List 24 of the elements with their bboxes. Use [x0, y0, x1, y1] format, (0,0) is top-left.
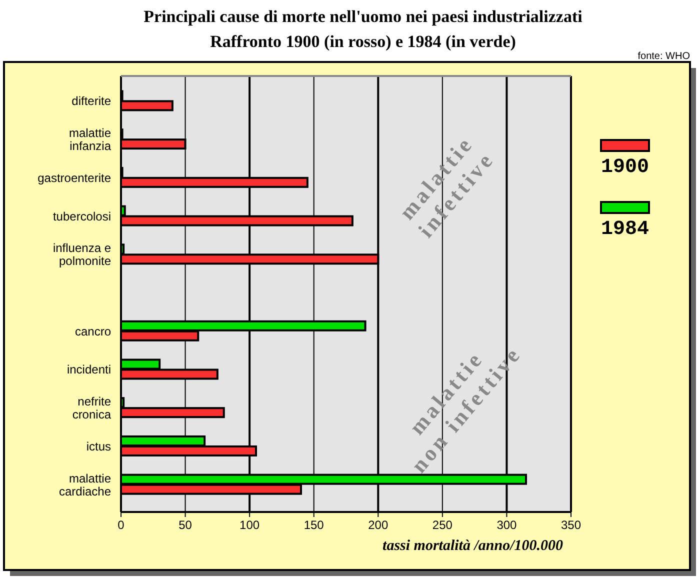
y-tick-label: gastroenterite — [38, 170, 112, 185]
x-tick-label: 0 — [118, 518, 125, 532]
x-tick-label: 250 — [432, 518, 453, 532]
x-axis-title: tassi mortalità /anno/100.000 — [382, 538, 564, 554]
y-tick-label: incidenti — [66, 362, 111, 377]
y-tick-label: malattie infanzia — [68, 126, 112, 154]
y-tick-label: tubercolosi — [52, 209, 111, 224]
y-tick-label: influenza e polmonite — [52, 241, 112, 268]
x-tick-label: 300 — [496, 518, 518, 532]
y-tick-label: malattie cardiache — [58, 471, 112, 498]
x-tick-label: 150 — [304, 518, 324, 532]
chart-title: Principali cause di morte nell'uomo nei paesi industrializzati — [144, 7, 583, 26]
x-tick-label: 350 — [560, 518, 582, 532]
y-tick-label: cancro — [74, 324, 112, 338]
x-tick-label: 200 — [368, 518, 388, 532]
y-tick-label: ictus — [86, 439, 111, 454]
x-tick-label: 100 — [240, 518, 260, 532]
source-note: fonte: WHO — [638, 51, 690, 62]
chart-subtitle: Raffronto 1900 (in rosso) e 1984 (in verde) — [210, 32, 516, 51]
legend-label: 1984 — [600, 218, 650, 241]
y-tick-label: nefrite cronica — [72, 394, 112, 422]
legend-label: 1900 — [600, 156, 650, 179]
y-tick-label: difterite — [72, 94, 112, 108]
x-tick-label: 50 — [178, 518, 192, 532]
